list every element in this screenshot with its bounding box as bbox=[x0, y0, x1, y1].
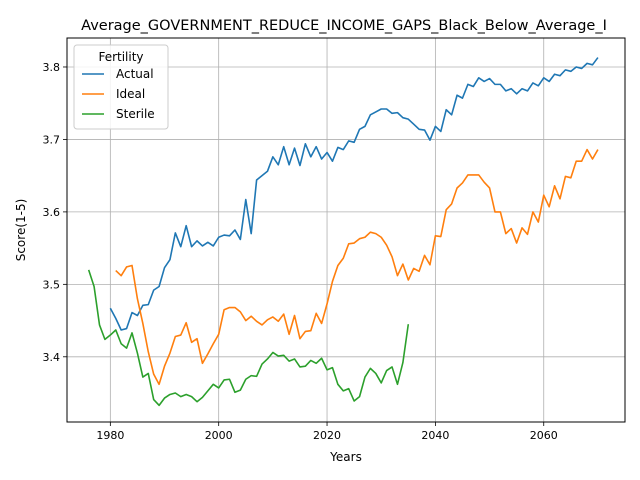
plot-frame bbox=[66, 37, 626, 423]
y-tick-label: 3.8 bbox=[43, 61, 61, 74]
x-tick-label: 1980 bbox=[96, 429, 124, 442]
x-tick-label: 2020 bbox=[313, 429, 341, 442]
legend-box bbox=[73, 44, 169, 130]
series-line-sterile bbox=[87, 269, 410, 407]
series-line-ideal bbox=[115, 148, 599, 386]
series-lines bbox=[87, 57, 599, 407]
y-tick-label: 3.4 bbox=[43, 351, 61, 364]
legend-label-sterile: Sterile bbox=[116, 107, 155, 121]
series-line-actual bbox=[109, 57, 599, 331]
x-axis-label: Years bbox=[329, 450, 362, 464]
y-tick-label: 3.6 bbox=[43, 206, 61, 219]
legend-label-actual: Actual bbox=[116, 67, 154, 81]
axis-ticks: 1980 2000 2020 2040 2060 3.4 3.5 3.6 3.7 3.8 bbox=[43, 61, 558, 442]
y-axis-label: Score(1-5) bbox=[14, 199, 28, 262]
x-tick-label: 2040 bbox=[421, 429, 449, 442]
legend-title: Fertility bbox=[98, 50, 143, 64]
x-tick-label: 2060 bbox=[530, 429, 558, 442]
x-tick-label: 2000 bbox=[205, 429, 233, 442]
y-tick-label: 3.5 bbox=[43, 278, 61, 291]
legend-label-ideal: Ideal bbox=[116, 87, 145, 101]
y-tick-label: 3.7 bbox=[43, 133, 61, 146]
chart-title: Average_GOVERNMENT_REDUCE_INCOME_GAPS_Bl… bbox=[81, 18, 607, 34]
legend: Fertility Actual Ideal Sterile bbox=[73, 44, 169, 130]
